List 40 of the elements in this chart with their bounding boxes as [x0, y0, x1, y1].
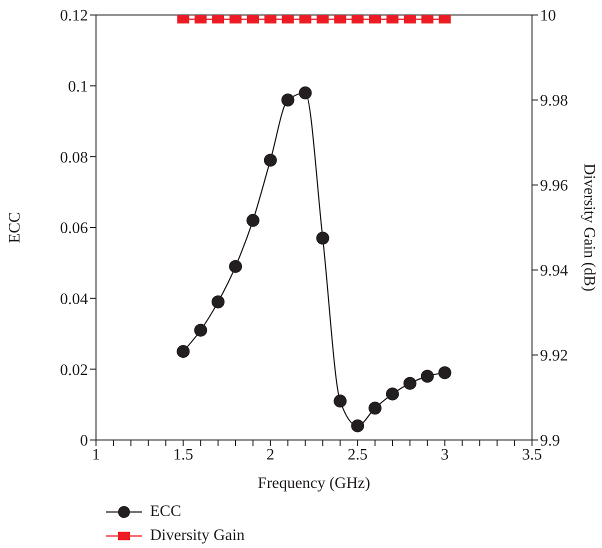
- x-tick-label: 1.5: [173, 446, 194, 464]
- y2-tick-label: 9.94: [540, 262, 568, 280]
- point: [246, 214, 260, 227]
- point: [334, 394, 347, 408]
- point: [420, 370, 434, 383]
- x-tick-label: 3.5: [522, 446, 542, 464]
- y-tick-label: 0.12: [60, 8, 88, 25]
- y2-axis-title: Diversity Gain (dB): [580, 164, 598, 292]
- x-tick-label: 1: [92, 446, 100, 464]
- y-tick-label: 0.02: [60, 362, 88, 379]
- y-tick-label: 0.08: [60, 149, 88, 166]
- point: [264, 154, 277, 167]
- legend-label: Diversity Gain: [150, 527, 245, 545]
- y2-tick-label: 9.92: [540, 348, 568, 365]
- y-tick-label: 0.04: [60, 291, 88, 308]
- y2-tick-label: 10: [540, 8, 556, 25]
- point: [438, 366, 452, 380]
- legend-label: ECC: [150, 503, 182, 521]
- y2-tick-label: 9.98: [540, 92, 568, 110]
- point: [176, 344, 190, 358]
- point: [403, 376, 416, 390]
- x-tick-label: 3: [440, 446, 449, 464]
- point: [281, 94, 294, 106]
- y-axis-title: ECC: [6, 212, 24, 244]
- point: [351, 419, 364, 432]
- x-axis-title: Frequency (GHz): [258, 475, 370, 492]
- point: [194, 324, 208, 337]
- point: [229, 260, 242, 273]
- y-tick-label: 0.1: [68, 78, 88, 96]
- point: [386, 387, 399, 400]
- y-tick-label: 0: [80, 432, 88, 450]
- x-tick-label: 2.5: [348, 446, 368, 464]
- point: [212, 295, 225, 308]
- y2-tick-label: 9.96: [540, 178, 568, 195]
- x-tick-label: 2: [266, 446, 274, 464]
- point: [298, 86, 312, 100]
- y2-tick-label: 9.9: [540, 432, 560, 450]
- point: [316, 232, 330, 245]
- y-tick-label: 0.06: [60, 220, 88, 238]
- point: [368, 402, 382, 415]
